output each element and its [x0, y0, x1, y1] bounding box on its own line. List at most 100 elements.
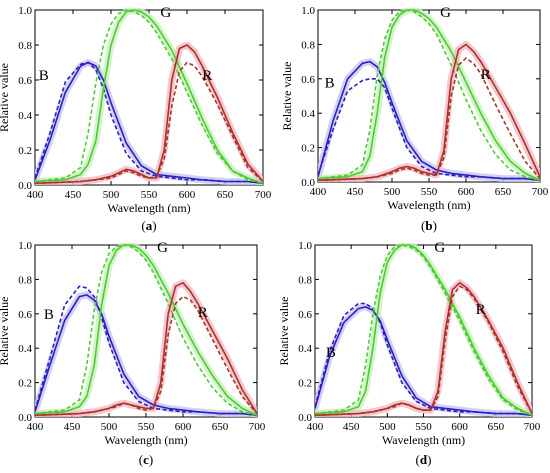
- x-tick-label: 650: [495, 186, 512, 198]
- panel-caption: (a): [141, 218, 156, 233]
- y-tick-label: 0.0: [18, 180, 32, 192]
- y-tick-label: 0.4: [301, 108, 315, 120]
- y-tick-label: 0.0: [18, 412, 32, 424]
- y-tick-label: 0.6: [298, 309, 312, 321]
- x-tick-label: 500: [384, 186, 401, 198]
- caption-paren-close: ): [427, 452, 431, 467]
- x-axis-label: Wavelength (nm): [382, 433, 465, 447]
- y-tick-label: 0.8: [18, 274, 32, 286]
- y-tick-label: 0.4: [18, 343, 32, 355]
- x-tick-label: 700: [524, 421, 541, 433]
- curves: [315, 243, 532, 417]
- y-tick-label: 0.4: [18, 110, 32, 122]
- x-axis-label: Wavelength (nm): [387, 198, 470, 212]
- x-tick-label: 550: [415, 421, 432, 433]
- y-tick-label: 0.6: [18, 75, 32, 87]
- curve-label-B: B: [44, 307, 54, 323]
- curve-B-solid: [318, 60, 540, 182]
- y-tick-label: 0.8: [298, 274, 312, 286]
- curve-label-G: G: [160, 5, 171, 21]
- curve-halo-G: [318, 8, 540, 182]
- curve-halo-G: [315, 243, 532, 417]
- curve-R-solid: [35, 44, 263, 185]
- x-tick-label: 450: [64, 421, 81, 433]
- curve-halo-G: [35, 8, 263, 185]
- curve-B-dashed: [318, 78, 540, 182]
- panel-caption: (d): [416, 452, 432, 467]
- caption-paren-open: (: [141, 218, 145, 233]
- curve-G-dashed: [318, 9, 540, 182]
- x-axis-label: Wavelength (nm): [107, 201, 190, 215]
- panel-c: 400 450 500 550 600 650 700 0.0 0.2 0.4 0.6 0.8 1.0 W…: [0, 240, 266, 467]
- curve-label-R: R: [476, 302, 486, 318]
- y-axis-label: Relative value: [0, 297, 11, 366]
- caption-letter: d: [420, 452, 428, 467]
- panel-a: 400 450 500 550 600 650 700 0.0 0.2 0.4 0.6 0.8 1.0 W…: [0, 5, 272, 233]
- curve-G-dashed: [35, 9, 263, 185]
- x-tick-label: 600: [458, 186, 475, 198]
- caption-paren-close: ): [433, 218, 437, 233]
- curve-label-R: R: [198, 305, 208, 321]
- curves: [318, 8, 540, 182]
- curve-label-R: R: [481, 67, 491, 83]
- x-tick-label: 400: [27, 421, 44, 433]
- x-tick-label: 650: [212, 421, 229, 433]
- x-tick-label: 450: [343, 421, 360, 433]
- y-tick-label: 0.6: [18, 309, 32, 321]
- caption-paren-open: (: [139, 452, 143, 467]
- x-tick-label: 650: [488, 421, 505, 433]
- y-tick-label: 0.2: [298, 378, 312, 390]
- x-tick-label: 650: [217, 189, 234, 201]
- x-tick-label: 700: [249, 421, 266, 433]
- y-tick-label: 1.0: [298, 240, 312, 252]
- x-tick-label: 700: [532, 186, 549, 198]
- x-tick-label: 700: [255, 189, 272, 201]
- y-tick-label: 1.0: [301, 5, 315, 17]
- y-tick-label: 0.2: [18, 145, 32, 157]
- curve-label-G: G: [434, 240, 445, 256]
- y-tick-label: 0.0: [301, 177, 315, 189]
- curve-G-solid: [315, 244, 532, 417]
- y-axis-label: Relative value: [0, 63, 11, 132]
- curve-halo-B: [315, 303, 532, 417]
- curve-halo-B: [318, 58, 540, 182]
- x-tick-label: 400: [310, 186, 327, 198]
- curve-label-G: G: [440, 5, 451, 21]
- curves: [35, 243, 257, 417]
- y-tick-label: 0.8: [18, 40, 32, 52]
- curve-halo-G: [35, 243, 257, 417]
- curve-R-solid: [35, 282, 257, 417]
- caption-paren-open: (: [416, 452, 420, 467]
- caption-letter: a: [146, 218, 153, 233]
- curve-R-dashed: [315, 285, 532, 417]
- x-tick-label: 450: [65, 189, 82, 201]
- panel-caption: (c): [139, 452, 153, 467]
- curve-R-dashed: [35, 295, 257, 417]
- x-tick-label: 550: [141, 189, 158, 201]
- x-tick-label: 500: [379, 421, 396, 433]
- x-tick-label: 550: [138, 421, 155, 433]
- curve-label-B: B: [326, 345, 336, 361]
- curve-G-solid: [35, 9, 263, 185]
- x-tick-label: 400: [27, 189, 44, 201]
- x-axis-label: Wavelength (nm): [104, 433, 187, 447]
- caption-paren-open: (: [421, 218, 425, 233]
- curve-B-dashed: [315, 302, 532, 417]
- y-tick-label: 0.2: [18, 378, 32, 390]
- caption-paren-close: ): [152, 218, 156, 233]
- y-tick-label: 0.0: [298, 412, 312, 424]
- curve-G-solid: [35, 244, 257, 417]
- x-tick-label: 600: [175, 421, 192, 433]
- y-tick-label: 1.0: [18, 240, 32, 252]
- curve-B-dashed: [35, 285, 257, 417]
- curve-label-G: G: [157, 240, 168, 256]
- caption-letter: c: [143, 452, 149, 467]
- x-tick-label: 600: [451, 421, 468, 433]
- y-tick-label: 0.6: [301, 74, 315, 86]
- x-tick-label: 400: [307, 421, 324, 433]
- x-tick-label: 500: [103, 189, 120, 201]
- x-tick-label: 600: [179, 189, 196, 201]
- y-axis-label: Relative value: [280, 62, 294, 131]
- curve-G-dashed: [35, 244, 257, 417]
